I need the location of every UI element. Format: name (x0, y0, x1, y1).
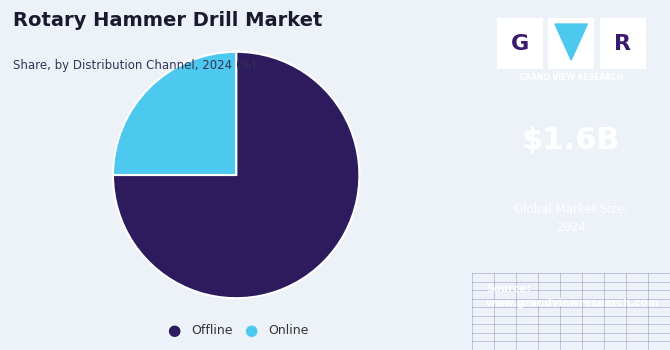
Text: GRAND VIEW RESEARCH: GRAND VIEW RESEARCH (519, 73, 623, 82)
Text: Source:
www.grandviewresearch.com: Source: www.grandviewresearch.com (486, 284, 659, 308)
Text: ●: ● (168, 323, 181, 338)
Wedge shape (113, 52, 237, 175)
Polygon shape (555, 24, 588, 60)
FancyBboxPatch shape (600, 18, 646, 69)
Text: $1.6B: $1.6B (522, 126, 620, 154)
Text: Share, by Distribution Channel, 2024 (%): Share, by Distribution Channel, 2024 (%) (13, 60, 257, 72)
Text: ●: ● (245, 323, 258, 338)
FancyBboxPatch shape (548, 18, 594, 69)
Text: Online: Online (268, 324, 308, 337)
Text: Rotary Hammer Drill Market: Rotary Hammer Drill Market (13, 10, 323, 29)
Text: G: G (511, 34, 529, 54)
FancyBboxPatch shape (496, 18, 543, 69)
Text: Offline: Offline (191, 324, 232, 337)
Text: Global Market Size,
2024: Global Market Size, 2024 (514, 203, 628, 234)
Wedge shape (113, 52, 359, 298)
Text: R: R (614, 34, 631, 54)
